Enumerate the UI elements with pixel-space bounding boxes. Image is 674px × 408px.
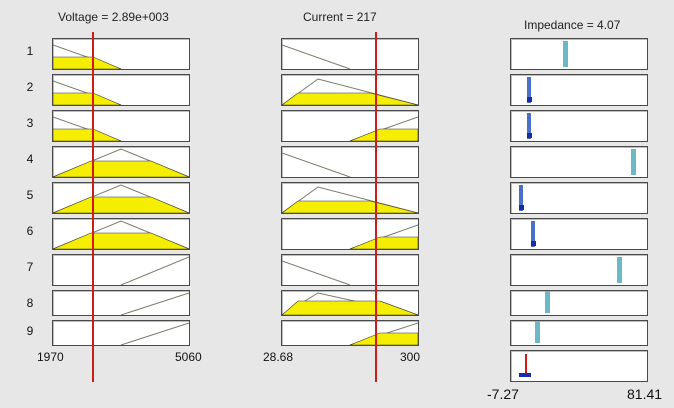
current-mf-5 [281, 182, 419, 214]
rule-label-5: 5 [26, 188, 34, 202]
impedance-output-bar-4 [631, 149, 636, 175]
rule-label-3: 3 [26, 116, 34, 130]
voltage-axis-min: 1970 [37, 350, 64, 364]
impedance-mf-9 [510, 320, 648, 346]
current-mf-3 [281, 110, 419, 142]
impedance-output-bar-5 [519, 185, 523, 211]
voltage-axis-max: 5060 [175, 350, 202, 364]
impedance-axis-min: -7.27 [487, 386, 519, 402]
impedance-mf-7 [510, 254, 648, 286]
current-axis-min: 28.68 [263, 350, 294, 364]
impedance-mf-8 [510, 290, 648, 316]
voltage-mf-2 [52, 74, 190, 106]
rule-label-1: 1 [26, 44, 34, 58]
impedance-output-dot-3 [527, 133, 532, 138]
impedance-output-bar-2 [527, 77, 531, 103]
impedance-output-bar-6 [531, 221, 535, 247]
impedance-output-dot-5 [519, 205, 524, 210]
impedance-mf-1 [510, 38, 648, 70]
voltage-mf-7 [52, 254, 190, 286]
impedance-mf-3 [510, 110, 648, 142]
impedance-axis-max: 81.41 [627, 386, 663, 402]
rule-label-6: 6 [26, 224, 34, 238]
impedance-mf-4 [510, 146, 648, 178]
rule-label-8: 8 [26, 296, 34, 310]
rule-label-2: 2 [26, 80, 34, 94]
voltage-mf-9 [52, 320, 190, 346]
current-mf-4 [281, 146, 419, 178]
impedance-mf-5 [510, 182, 648, 214]
voltage-mf-8 [52, 290, 190, 316]
current-input-line[interactable] [375, 32, 377, 382]
impedance-mf-6 [510, 218, 648, 250]
voltage-mf-3 [52, 110, 190, 142]
impedance-mf-2 [510, 74, 648, 106]
current-header: Current = 217 [303, 10, 377, 24]
voltage-mf-4 [52, 146, 190, 178]
impedance-output-bar-7 [617, 257, 622, 283]
current-mf-8 [281, 290, 419, 316]
voltage-mf-5 [52, 182, 190, 214]
current-mf-6 [281, 218, 419, 250]
current-mf-7 [281, 254, 419, 286]
impedance-output-bar-1 [563, 41, 568, 67]
rule-label-4: 4 [26, 152, 34, 166]
impedance-output-bar-8 [545, 291, 550, 313]
voltage-mf-6 [52, 218, 190, 250]
rule-label-7: 7 [26, 260, 34, 274]
impedance-header: Impedance = 4.07 [524, 18, 621, 32]
rule-label-9: 9 [26, 324, 34, 338]
voltage-mf-1 [52, 38, 190, 70]
current-axis-max: 300 [400, 350, 421, 364]
voltage-header: Voltage = 2.89e+003 [58, 10, 169, 24]
current-mf-1 [281, 38, 419, 70]
current-mf-9 [281, 320, 419, 346]
impedance-aggregate [510, 350, 648, 382]
impedance-aggregate-mass [519, 373, 531, 377]
impedance-output-dot-6 [531, 241, 536, 246]
impedance-output-dot-2 [527, 97, 532, 102]
impedance-output-bar-9 [535, 321, 540, 343]
impedance-output-bar-3 [527, 113, 531, 139]
voltage-input-line[interactable] [92, 32, 94, 382]
current-mf-2 [281, 74, 419, 106]
impedance-defuzzified-line [525, 354, 527, 374]
